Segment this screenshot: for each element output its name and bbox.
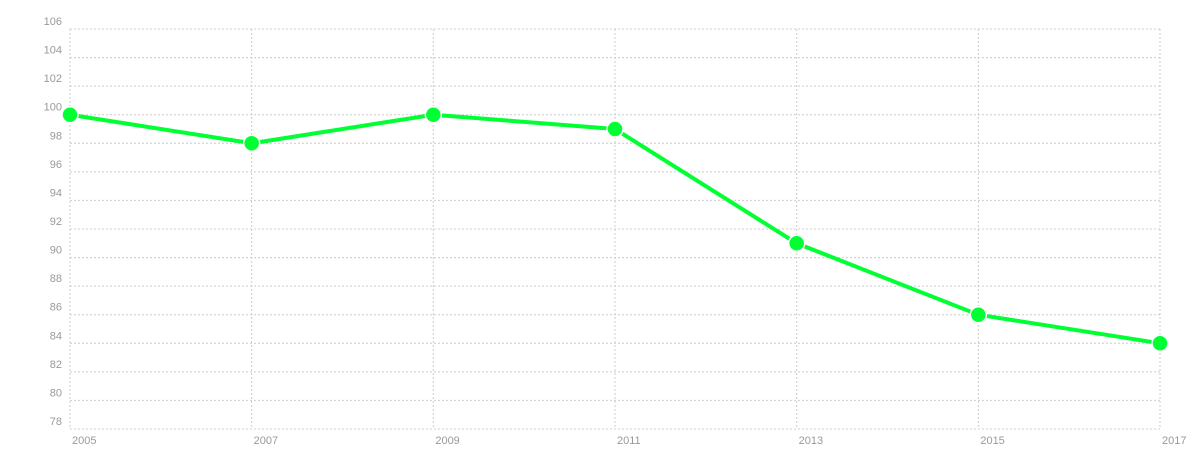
point: [1151, 334, 1169, 353]
point: [606, 120, 624, 138]
y-tick-label: 100: [44, 102, 62, 114]
x-tick-label: 2007: [254, 435, 278, 447]
y-tick-label: 80: [50, 387, 62, 399]
y-tick-label: 94: [50, 187, 62, 199]
point: [61, 105, 79, 124]
y-tick-label: 90: [50, 245, 62, 257]
x-tick-label: 2011: [617, 435, 641, 447]
y-tick-label: 84: [50, 330, 62, 342]
y-tick-label: 102: [44, 73, 62, 85]
x-tick-label: 2013: [799, 435, 823, 447]
y-tick-label: 88: [50, 273, 62, 285]
y-tick-label: 78: [50, 416, 62, 428]
x-tick-label: 2009: [435, 435, 459, 447]
y-tick-label: 82: [50, 359, 62, 371]
point: [787, 234, 806, 253]
y-tick-label: 96: [50, 159, 62, 171]
y-tick-label: 92: [50, 216, 62, 228]
x-tick-label: 2015: [980, 435, 1004, 447]
point: [969, 305, 988, 324]
y-tick-label: 104: [44, 45, 62, 57]
point: [424, 105, 443, 124]
x-tick-label: 2017: [1162, 435, 1186, 447]
point: [242, 134, 261, 153]
y-tick-label: 86: [50, 302, 62, 314]
y-tick-label: 98: [50, 130, 62, 142]
x-tick-label: 2005: [72, 435, 96, 447]
y-tick-label: 106: [44, 16, 62, 28]
